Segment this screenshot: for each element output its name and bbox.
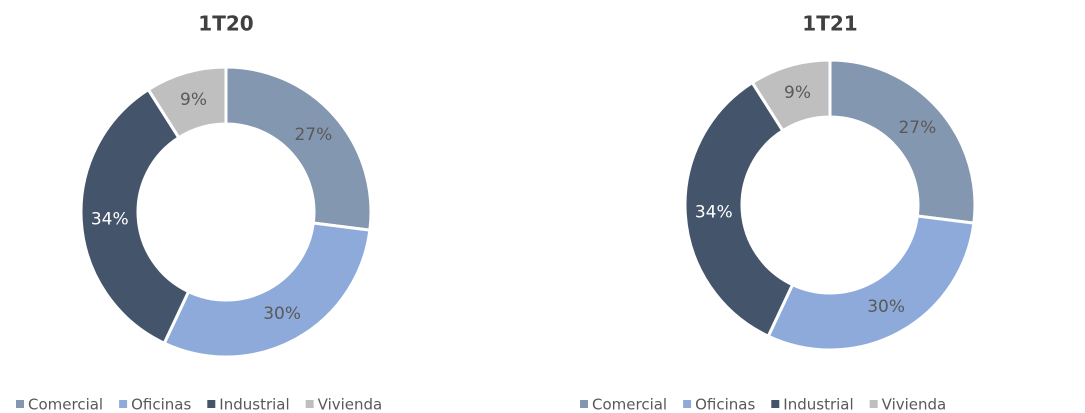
data-label: 34% xyxy=(695,202,733,222)
chart-title: 1T20 xyxy=(198,12,253,36)
data-label: 9% xyxy=(180,90,207,110)
data-label: 34% xyxy=(91,209,129,229)
pie-slice xyxy=(79,87,191,346)
legend-label: Oficinas xyxy=(131,396,191,413)
legend-swatch xyxy=(580,400,588,408)
legend-label: Vivienda xyxy=(318,396,383,413)
legend-swatch xyxy=(771,400,780,408)
legend-label: Comercial xyxy=(28,396,103,413)
data-label: 9% xyxy=(784,83,811,103)
pie-slice xyxy=(162,221,372,359)
pie-slice xyxy=(750,58,832,133)
pie-slice xyxy=(766,214,976,352)
legend-swatch xyxy=(119,400,128,408)
data-label: 30% xyxy=(263,304,301,324)
legend-label: Comercial xyxy=(592,396,667,413)
chart-title: 1T21 xyxy=(802,12,857,36)
pie-slice xyxy=(683,80,795,339)
data-label: 30% xyxy=(867,297,905,317)
legend-swatch xyxy=(305,400,314,408)
legend-label: Vivienda xyxy=(882,396,947,413)
data-label: 27% xyxy=(294,125,332,145)
legend-label: Industrial xyxy=(219,396,289,413)
legend-swatch xyxy=(869,400,878,408)
legend-swatch xyxy=(207,400,216,408)
data-label: 27% xyxy=(898,118,936,138)
legend-label: Oficinas xyxy=(695,396,755,413)
legend-swatch xyxy=(16,400,24,408)
pie-slice xyxy=(146,65,228,140)
pie-slice xyxy=(828,58,977,225)
pie-slice xyxy=(224,65,373,232)
legend-label: Industrial xyxy=(783,396,853,413)
legend-swatch xyxy=(683,400,692,408)
